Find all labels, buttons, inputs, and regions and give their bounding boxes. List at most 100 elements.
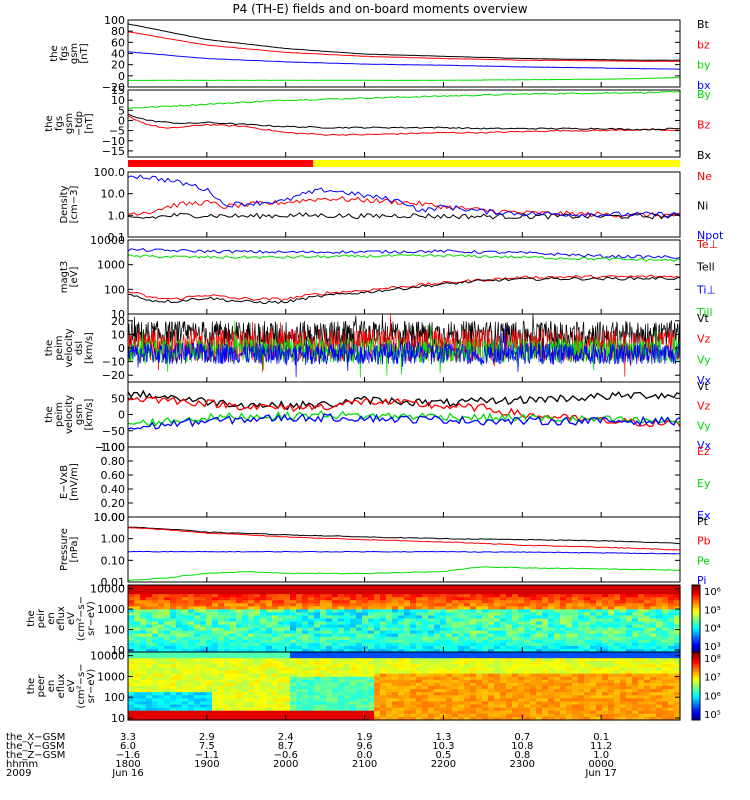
spectrogram-cell <box>296 603 303 607</box>
spectrogram-cell <box>164 624 171 629</box>
spectrogram-cell <box>332 597 339 601</box>
spectrogram-cell <box>320 585 327 589</box>
spectrogram-cell <box>314 710 321 715</box>
spectrogram-cell <box>182 588 189 592</box>
spectrogram-cell <box>476 618 483 623</box>
spectrogram-cell <box>602 621 609 626</box>
spectrogram-cell <box>356 606 363 610</box>
spectrogram-cell <box>344 636 351 641</box>
spectrogram-cell <box>224 661 231 665</box>
spectrogram-cell <box>218 594 225 598</box>
spectrogram-cell <box>224 652 231 656</box>
spectrogram-cell <box>518 615 525 620</box>
spectrogram-cell <box>410 658 417 662</box>
spectrogram-cell <box>242 648 249 653</box>
spectrogram-cell <box>644 609 651 614</box>
spectrogram-cell <box>386 591 393 595</box>
spectrogram-cell <box>128 670 135 675</box>
spectrogram-cell <box>302 652 309 656</box>
legend-vx: Vx <box>697 374 712 387</box>
spectrogram-cell <box>596 624 603 629</box>
spectrogram-cell <box>578 710 585 715</box>
spectrogram-cell <box>554 627 561 632</box>
spectrogram-cell <box>410 642 417 647</box>
spectrogram-cell <box>236 689 243 693</box>
spectrogram-cell <box>512 667 519 672</box>
spectrogram-cell <box>626 686 633 690</box>
spectrogram-cell <box>650 597 657 601</box>
spectrogram-cell <box>560 658 567 662</box>
spectrogram-cell <box>326 655 333 659</box>
spectrogram-cell <box>572 600 579 604</box>
spectrogram-cell <box>332 658 339 662</box>
spectrogram-cell <box>134 639 141 644</box>
spectrogram-cell <box>560 591 567 595</box>
spectrogram-cell <box>302 603 309 607</box>
legend-by: by <box>697 59 711 72</box>
spectrogram-cell <box>404 710 411 715</box>
spectrogram-cell <box>344 652 351 656</box>
spectrogram-cell <box>536 618 543 623</box>
spectrogram-cell <box>614 600 621 604</box>
spectrogram-cell <box>554 591 561 595</box>
spectrogram-cell <box>476 710 483 715</box>
spectrogram-cell <box>278 633 285 638</box>
spectrogram-cell <box>224 658 231 662</box>
spectrogram-cell <box>308 679 315 684</box>
spectrogram-cell <box>554 585 561 589</box>
spectrogram-cell <box>530 686 537 690</box>
spectrogram-cell <box>182 704 189 709</box>
spectrogram-cell <box>428 667 435 672</box>
spectrogram-cell <box>578 689 585 693</box>
spectrogram-cell <box>278 594 285 598</box>
spectrogram-cell <box>584 667 591 672</box>
spectrogram-cell <box>176 633 183 638</box>
spectrogram-cell <box>518 692 525 696</box>
spectrogram-cell <box>410 639 417 644</box>
spectrogram-cell <box>416 652 423 656</box>
spectrogram-cell <box>278 645 285 650</box>
spectrogram-cell <box>446 664 453 669</box>
spectrogram-cell <box>140 695 147 699</box>
spectrogram-cell <box>638 655 645 659</box>
colorbar-cell <box>692 701 700 705</box>
spectrogram-cell <box>650 627 657 632</box>
spectrogram-cell <box>272 716 279 721</box>
spectrogram-cell <box>212 707 219 712</box>
spectrogram-cell <box>374 701 381 706</box>
spectrogram-cell <box>368 633 375 638</box>
spectrogram-cell <box>662 585 669 589</box>
spectrogram-cell <box>302 648 309 653</box>
spectrogram-cell <box>554 716 561 721</box>
spectrogram-cell <box>230 585 237 589</box>
spectrogram-cell <box>356 713 363 718</box>
spectrogram-cell <box>548 603 555 607</box>
spectrogram-cell <box>158 667 165 672</box>
spectrogram-cell <box>554 713 561 718</box>
spectrogram-cell <box>590 597 597 601</box>
spectrogram-cell <box>662 627 669 632</box>
spectrogram-cell <box>356 618 363 623</box>
spectrogram-cell <box>362 667 369 672</box>
spectrogram-cell <box>638 716 645 721</box>
spectrogram-cell <box>506 676 513 681</box>
spectrogram-cell <box>458 627 465 632</box>
spectrogram-cell <box>404 642 411 647</box>
spectrogram-cell <box>344 679 351 684</box>
spectrogram-cell <box>326 594 333 598</box>
spectrogram-cell <box>404 692 411 696</box>
spectrogram-cell <box>548 664 555 669</box>
spectrogram-cell <box>308 627 315 632</box>
spectrogram-cell <box>290 627 297 632</box>
spectrogram-cell <box>260 689 267 693</box>
spectrogram-cell <box>284 648 291 653</box>
spectrogram-cell <box>572 716 579 721</box>
spectrogram-cell <box>278 695 285 699</box>
spectrogram-cell <box>398 710 405 715</box>
spectrogram-cell <box>152 585 159 589</box>
spectrogram-cell <box>296 645 303 650</box>
spectrogram-cell <box>134 597 141 601</box>
spectrogram-cell <box>164 716 171 721</box>
spectrogram-cell <box>572 588 579 592</box>
spectrogram-cell <box>476 603 483 607</box>
